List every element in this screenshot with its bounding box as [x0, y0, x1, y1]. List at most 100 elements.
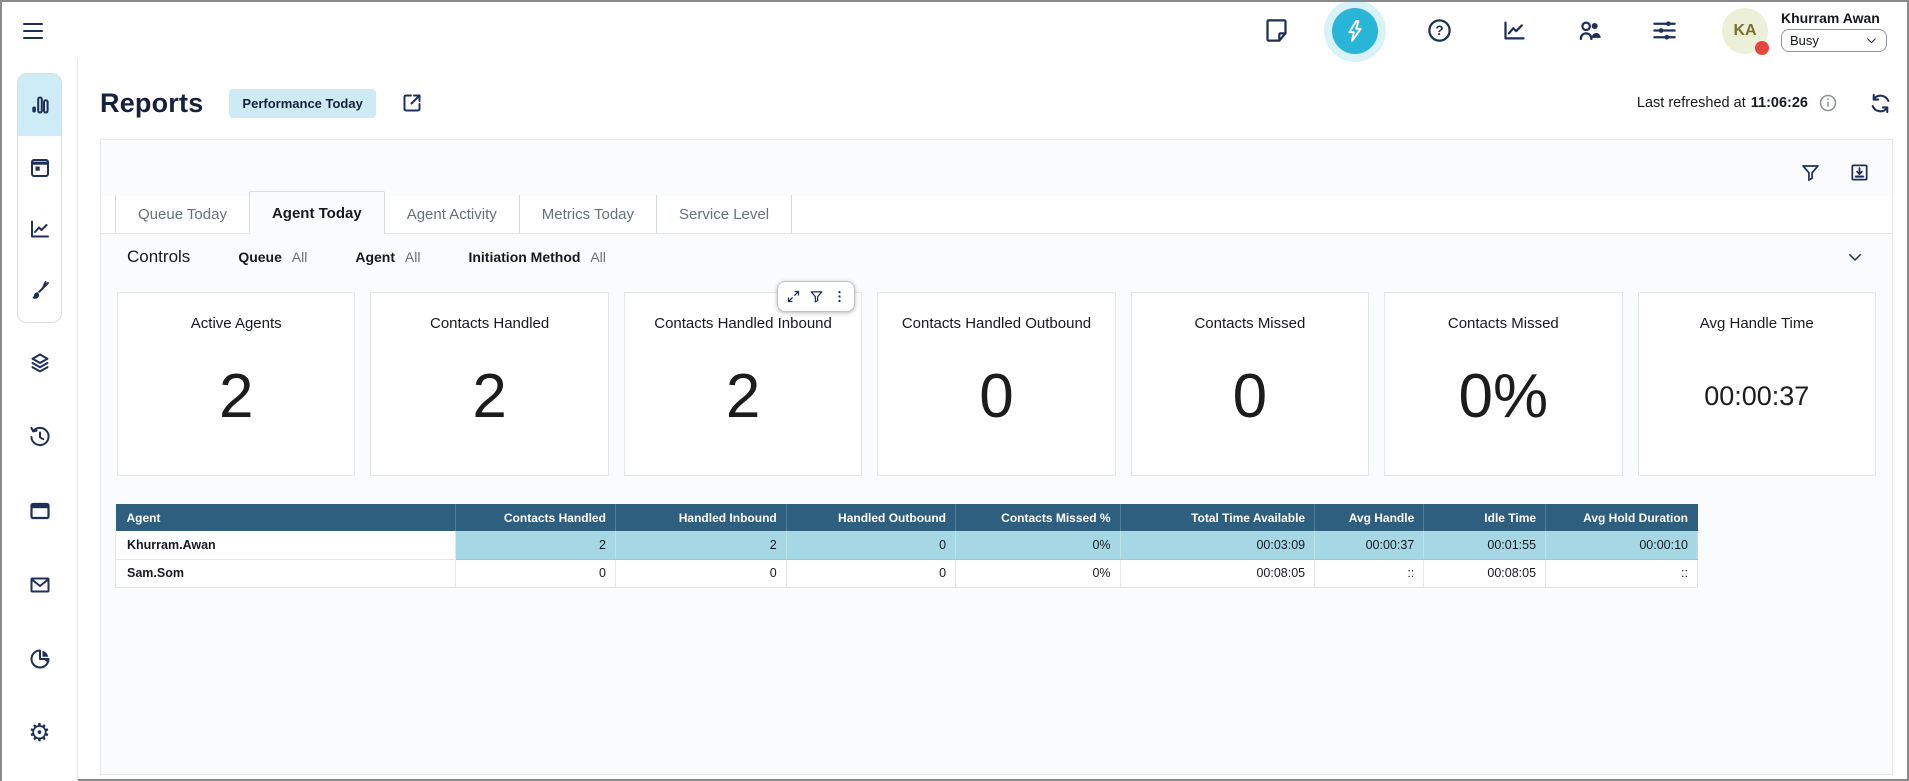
- cell-value: 2: [456, 531, 616, 559]
- kebab-menu-icon[interactable]: [832, 289, 847, 304]
- controls-row: Controls Queue All Agent All Initiation …: [115, 234, 1878, 280]
- history-clock-icon: [28, 425, 52, 449]
- card-active-agents[interactable]: Active Agents 2: [117, 292, 355, 476]
- topbar: ? KA Khurram Awan Busy: [2, 2, 1907, 59]
- col-handled-inbound[interactable]: Handled Inbound: [615, 504, 786, 531]
- cell-value: 2: [615, 531, 786, 559]
- table-header-row: Agent Contacts Handled Handled Inbound H…: [116, 504, 1698, 531]
- user-block: KA Khurram Awan Busy: [1722, 8, 1887, 54]
- sidebar-item-reports[interactable]: [17, 74, 62, 136]
- status-select[interactable]: Busy: [1781, 29, 1887, 52]
- card-value: 2: [219, 318, 253, 475]
- cell-value: 00:00:10: [1546, 531, 1698, 559]
- avatar-initials: KA: [1733, 22, 1756, 40]
- cell-value: 0%: [956, 559, 1121, 587]
- filter-queue[interactable]: Queue All: [238, 249, 307, 265]
- col-avg-hold-duration[interactable]: Avg Hold Duration: [1546, 504, 1698, 531]
- metrics-chart-icon[interactable]: [1501, 17, 1528, 44]
- sidebar-item-schedule[interactable]: [17, 136, 62, 198]
- card-contacts-handled[interactable]: Contacts Handled 2: [370, 292, 608, 476]
- col-total-time-available[interactable]: Total Time Available: [1120, 504, 1315, 531]
- cell-agent: Sam.Som: [116, 559, 456, 587]
- card-filter-icon[interactable]: [809, 289, 824, 304]
- tab-label: Service Level: [679, 206, 769, 223]
- bar-chart-icon: [28, 93, 52, 117]
- controls-label: Controls: [127, 247, 190, 267]
- sidebar-item-history[interactable]: [17, 425, 62, 449]
- col-handled-outbound[interactable]: Handled Outbound: [786, 504, 955, 531]
- tab-agent-activity[interactable]: Agent Activity: [385, 195, 519, 233]
- last-refreshed: Last refreshed at 11:06:26: [1637, 91, 1893, 116]
- help-icon[interactable]: ?: [1426, 17, 1453, 44]
- sidebar-item-pie-reports[interactable]: [17, 647, 62, 671]
- app-window: { "topbar": { "user": { "initials": "KA"…: [0, 0, 1909, 781]
- expand-icon[interactable]: [786, 289, 801, 304]
- tab-label: Agent Activity: [407, 206, 497, 223]
- cell-value: 0: [786, 559, 955, 587]
- card-contacts-missed-pct[interactable]: Contacts Missed 0%: [1384, 292, 1622, 476]
- card-contacts-missed[interactable]: Contacts Missed 0: [1131, 292, 1369, 476]
- sidebar-item-settings[interactable]: ⚙: [17, 721, 62, 745]
- info-icon[interactable]: [1818, 93, 1838, 113]
- card-contacts-handled-inbound[interactable]: Contacts Handled Inbound 2: [624, 292, 862, 476]
- filter-icon[interactable]: [1800, 162, 1821, 183]
- cell-value: 0: [786, 531, 955, 559]
- card-avg-handle-time[interactable]: Avg Handle Time 00:00:37: [1638, 292, 1876, 476]
- page-header: Reports Performance Today Last refreshed…: [100, 59, 1893, 139]
- table-row[interactable]: Khurram.Awan 2 2 0 0% 00:03:09 00:00:37 …: [116, 531, 1698, 559]
- refresh-icon[interactable]: [1868, 91, 1893, 116]
- tab-metrics-today[interactable]: Metrics Today: [519, 195, 656, 233]
- download-icon[interactable]: [1849, 162, 1870, 183]
- tab-label: Queue Today: [138, 206, 227, 223]
- users-icon[interactable]: [1576, 17, 1603, 44]
- avatar[interactable]: KA: [1722, 8, 1768, 54]
- tab-queue-today[interactable]: Queue Today: [115, 195, 249, 233]
- sidebar-lower: ⚙: [17, 351, 62, 745]
- filter-initiation-method[interactable]: Initiation Method All: [468, 249, 605, 265]
- sidebar-item-mail[interactable]: [17, 573, 62, 597]
- hamburger-menu-icon[interactable]: [18, 19, 48, 43]
- controls-collapse-chevron-icon[interactable]: [1846, 248, 1864, 266]
- cell-value: 00:03:09: [1120, 531, 1315, 559]
- last-refreshed-time: 11:06:26: [1751, 95, 1808, 111]
- svg-text:?: ?: [1435, 23, 1443, 38]
- report-badge[interactable]: Performance Today: [229, 89, 375, 118]
- lightning-button[interactable]: [1332, 8, 1378, 54]
- sidebar: ⚙: [2, 59, 78, 781]
- sidebar-item-analytics[interactable]: [17, 198, 62, 260]
- agent-table: Agent Contacts Handled Handled Inbound H…: [115, 504, 1698, 588]
- open-in-new-icon[interactable]: [400, 91, 424, 115]
- tab-agent-today[interactable]: Agent Today: [249, 191, 385, 234]
- main-content: Reports Performance Today Last refreshed…: [78, 59, 1907, 781]
- tab-label: Agent Today: [272, 205, 362, 222]
- card-contacts-handled-outbound[interactable]: Contacts Handled Outbound 0: [877, 292, 1115, 476]
- cell-value: 00:08:05: [1424, 559, 1546, 587]
- filter-name: Initiation Method: [468, 249, 580, 265]
- card-value: 0%: [1459, 318, 1549, 475]
- table-row[interactable]: Sam.Som 0 0 0 0% 00:08:05 :: 00:08:05 ::: [116, 559, 1698, 587]
- app-body: ⚙ Reports Performance Today Last refresh…: [2, 59, 1907, 781]
- filter-agent[interactable]: Agent All: [355, 249, 420, 265]
- card-value: 0: [1233, 318, 1267, 475]
- cell-agent: Khurram.Awan: [116, 531, 456, 559]
- filter-value: All: [590, 249, 606, 265]
- col-avg-handle[interactable]: Avg Handle: [1315, 504, 1424, 531]
- browser-window-icon: [28, 499, 52, 523]
- notepad-icon[interactable]: [1263, 17, 1290, 44]
- user-name: Khurram Awan: [1781, 10, 1887, 26]
- col-contacts-missed-pct[interactable]: Contacts Missed %: [956, 504, 1121, 531]
- tab-service-level[interactable]: Service Level: [656, 195, 792, 233]
- sidebar-item-window[interactable]: [17, 499, 62, 523]
- sidebar-item-customize[interactable]: [17, 260, 62, 322]
- col-idle-time[interactable]: Idle Time: [1424, 504, 1546, 531]
- filter-name: Agent: [355, 249, 395, 265]
- col-contacts-handled[interactable]: Contacts Handled: [456, 504, 616, 531]
- filter-name: Queue: [238, 249, 282, 265]
- card-value: 00:00:37: [1704, 318, 1809, 475]
- card-value: 2: [472, 318, 506, 475]
- settings-sliders-icon[interactable]: [1651, 17, 1678, 44]
- col-agent[interactable]: Agent: [116, 504, 456, 531]
- paintbrush-icon: [28, 279, 52, 303]
- sidebar-item-layers[interactable]: [17, 351, 62, 375]
- report-panel: Queue Today Agent Today Agent Activity M…: [100, 139, 1893, 775]
